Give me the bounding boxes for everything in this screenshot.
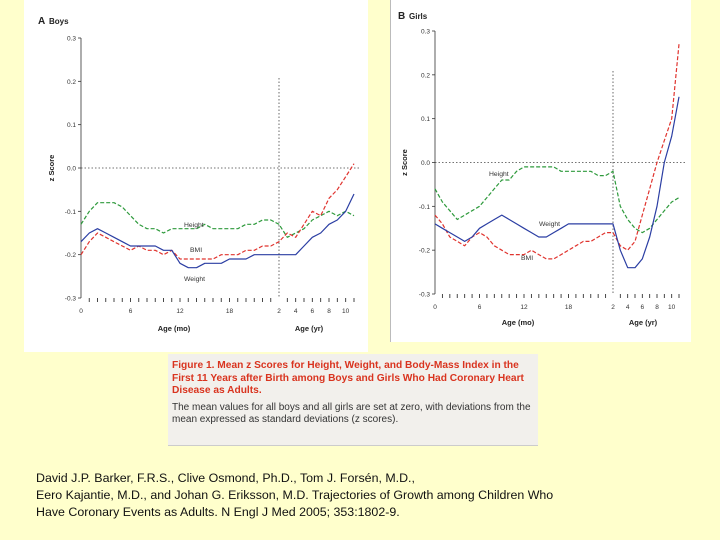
x-tick-label: 12 (520, 304, 528, 311)
series-label-height: Height (184, 222, 204, 229)
y-tick-label: 0.0 (67, 166, 76, 173)
x-tick-label: 8 (655, 304, 659, 311)
x-tick-label: 18 (565, 304, 573, 311)
caption-title: Figure 1. Mean z Scores for Height, Weig… (172, 360, 524, 396)
y-tick-label: 0.1 (421, 116, 430, 123)
x-tick-label: 4 (626, 304, 630, 311)
x-axis-label-years: Age (yr) (629, 318, 658, 327)
x-tick-label: 0 (433, 304, 437, 311)
panel-label-a: A (38, 16, 45, 27)
y-axis-label: z Score (47, 155, 56, 182)
y-tick-label: 0.3 (421, 29, 430, 36)
y-tick-label: -0.2 (65, 252, 77, 259)
x-tick-label: 8 (327, 308, 331, 315)
series-line-height (80, 202, 355, 238)
series-label-weight: Weight (539, 221, 560, 228)
y-axis-label: z Score (400, 149, 409, 176)
chart-boys: A Boys 0.3 0.2 0.1 0.0 -0.1 -0.2 -0.3 z Score 0 6 12… (38, 16, 360, 333)
y-tick-label: 0.1 (67, 122, 76, 129)
series-label-height: Height (489, 171, 509, 178)
chart-title-b: Girls (409, 12, 428, 21)
chart-panel-boys: A Boys 0.3 0.2 0.1 0.0 -0.1 -0.2 -0.3 z Score 0 6 12… (24, 0, 368, 352)
y-tick-label: 0.3 (67, 36, 76, 43)
citation-line-2: Eero Kajantie, M.D., and Johan G. Erikss… (36, 488, 554, 502)
series-label-weight: Weight (184, 276, 205, 283)
y-tick-label: 0.2 (421, 72, 430, 79)
y-tick-label: -0.2 (419, 248, 431, 255)
x-tick-label: 0 (79, 308, 83, 315)
x-tick-label: 6 (129, 308, 133, 315)
series-line-bmi (80, 163, 355, 260)
series-line-height (434, 166, 680, 234)
citation-line-1: David J.P. Barker, F.R.S., Clive Osmond,… (36, 471, 415, 485)
figure-caption: Figure 1. Mean z Scores for Height, Weig… (168, 354, 538, 446)
x-tick-label: 2 (611, 304, 615, 311)
series-line-bmi (434, 44, 680, 260)
x-tick-label: 2 (277, 308, 281, 315)
x-tick-label: 10 (342, 308, 350, 315)
series-label-bmi: BMI (521, 255, 533, 262)
chart-panel-girls: B Girls 0.3 0.2 0.1 0.0 -0.1 -0.2 -0.3 z Score 0 6 1… (390, 0, 691, 342)
x-axis-label-months: Age (mo) (502, 318, 535, 327)
caption-body: The mean values for all boys and all gir… (172, 401, 531, 426)
y-tick-label: 0.2 (67, 79, 76, 86)
y-tick-label: -0.1 (419, 204, 431, 211)
citation-line-3: Have Coronary Events as Adults. N Engl J… (36, 505, 400, 519)
y-tick-label: -0.1 (65, 209, 77, 216)
chart-girls: B Girls 0.3 0.2 0.1 0.0 -0.1 -0.2 -0.3 z Score 0 6 1… (398, 11, 685, 327)
x-tick-label: 4 (294, 308, 298, 315)
series-label-bmi: BMI (190, 247, 202, 254)
x-tick-label: 18 (226, 308, 234, 315)
x-tick-label: 6 (478, 304, 482, 311)
x-axis-label-months: Age (mo) (158, 324, 191, 333)
y-tick-label: -0.3 (419, 292, 431, 299)
panel-label-b: B (398, 11, 405, 22)
citation: David J.P. Barker, F.R.S., Clive Osmond,… (36, 470, 676, 521)
x-axis-label-years: Age (yr) (295, 324, 324, 333)
y-tick-label: 0.0 (421, 160, 430, 167)
x-tick-label: 6 (311, 308, 315, 315)
chart-title-a: Boys (49, 17, 69, 26)
series-line-weight (80, 193, 355, 269)
x-tick-label: 10 (668, 304, 676, 311)
x-tick-label: 12 (176, 308, 184, 315)
y-tick-label: -0.3 (65, 296, 77, 303)
series-line-weight (434, 96, 680, 269)
x-tick-label: 6 (641, 304, 645, 311)
